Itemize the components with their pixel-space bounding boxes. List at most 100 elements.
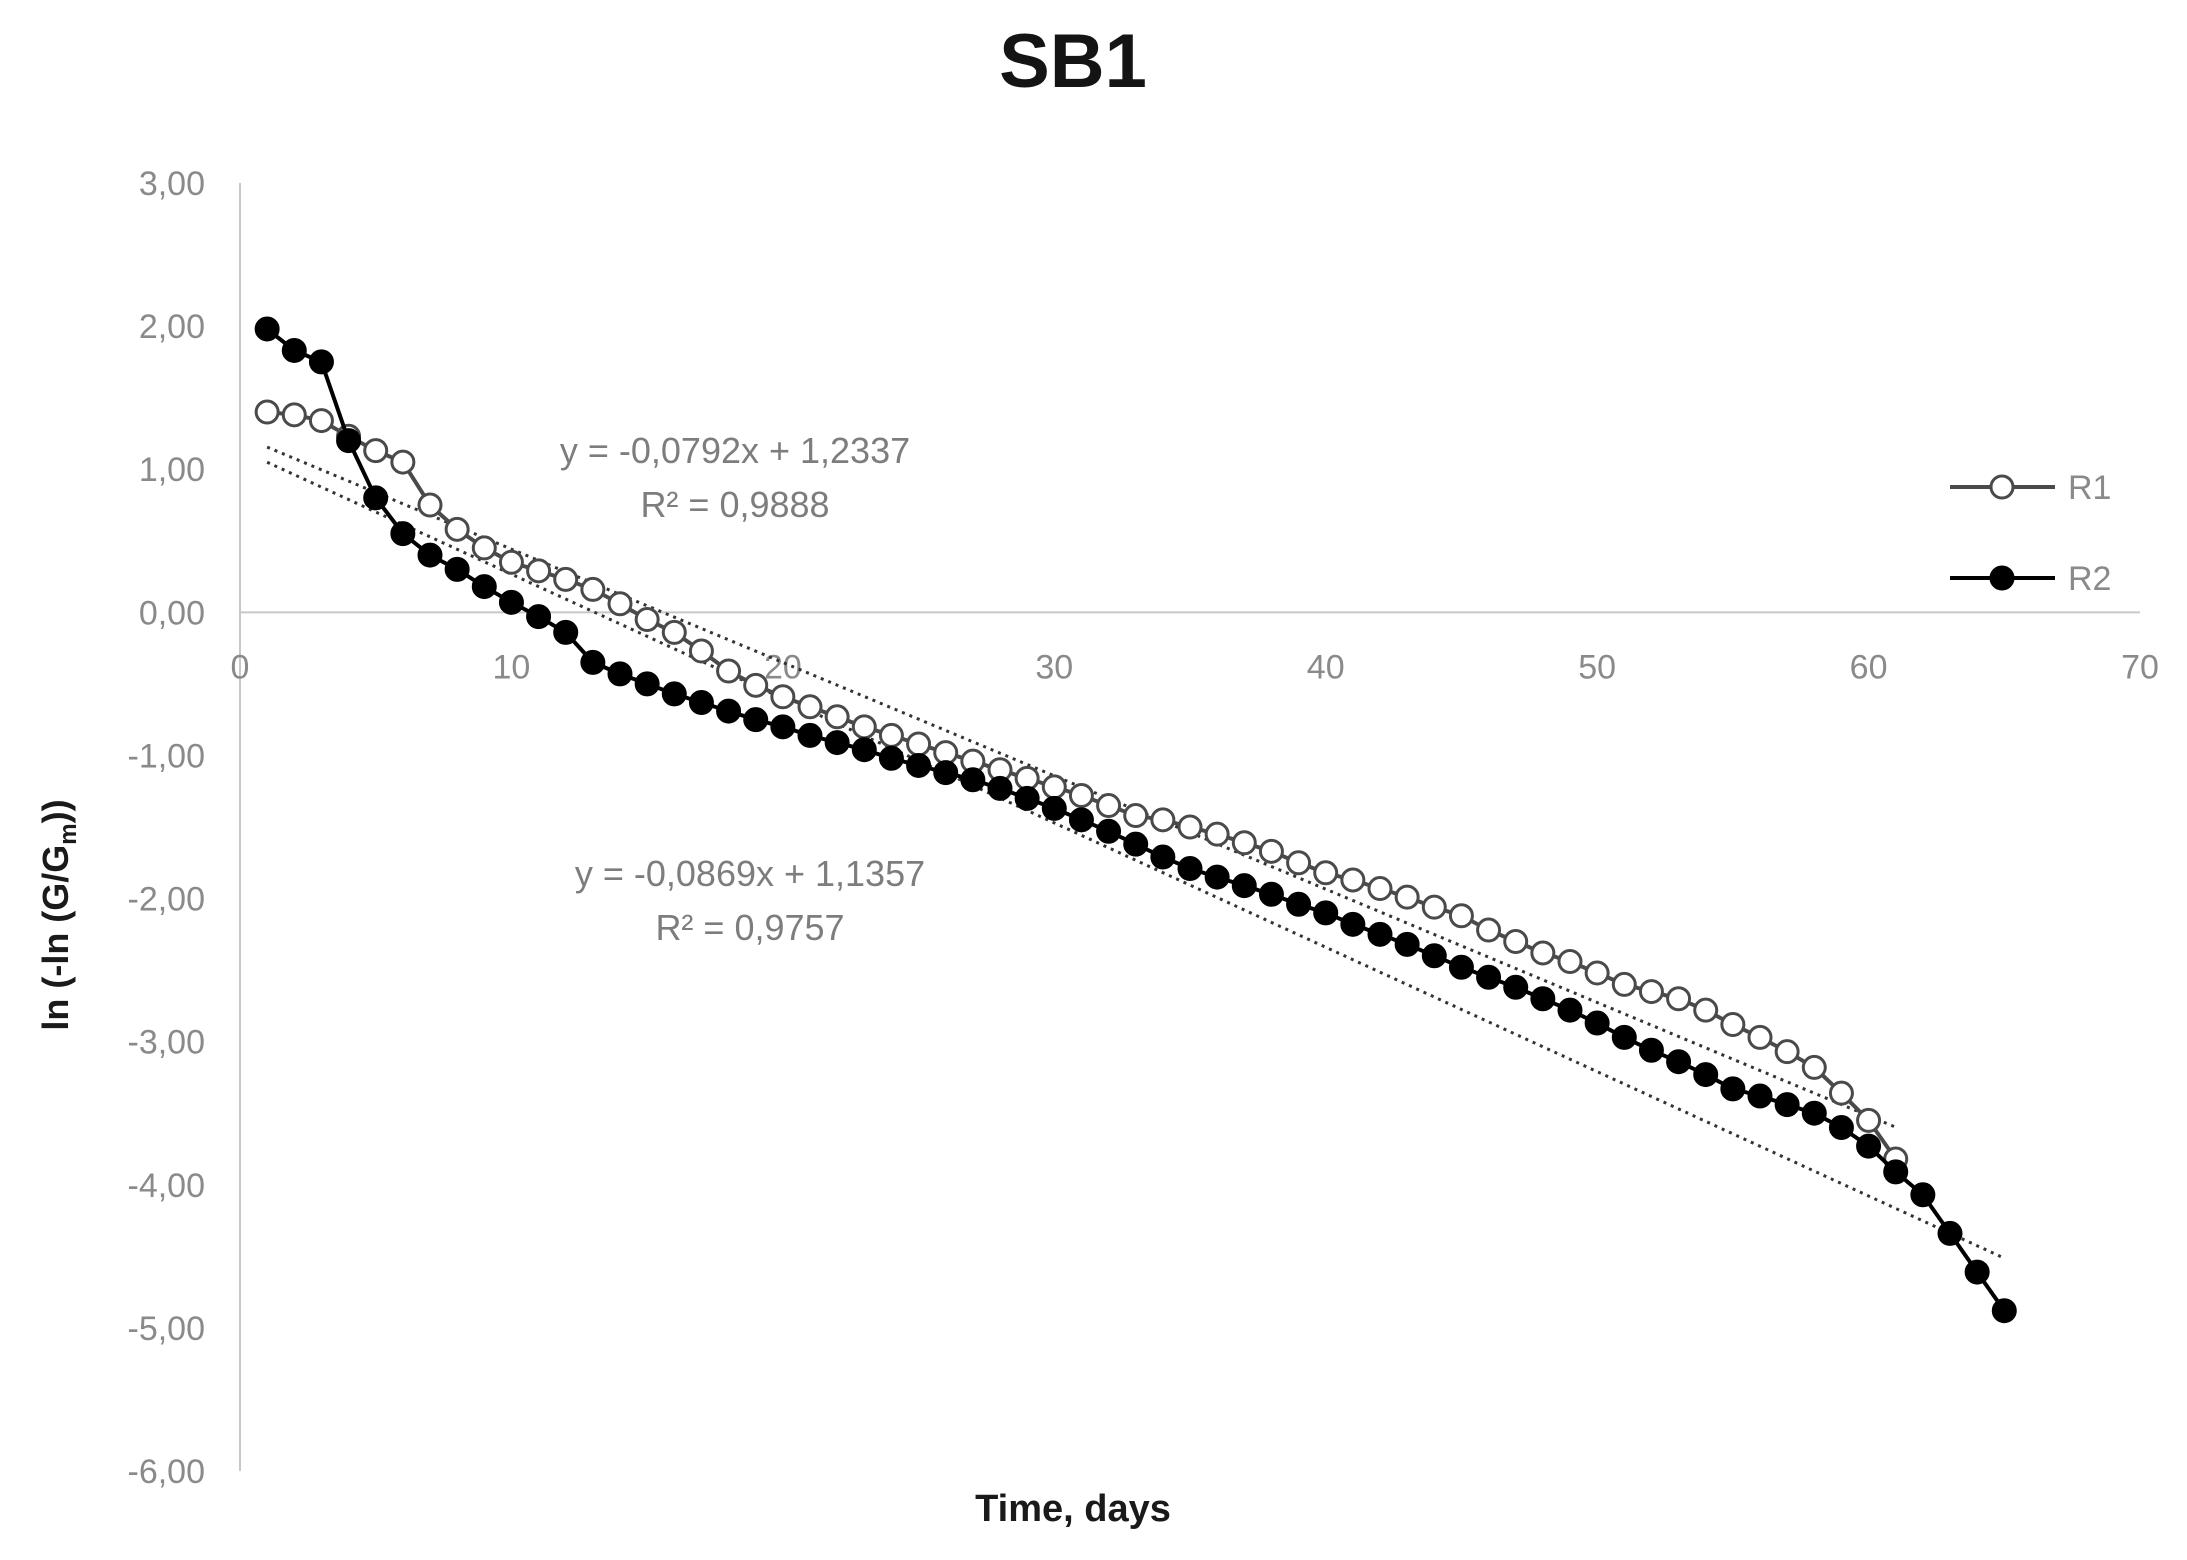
data-point-r1 xyxy=(1557,949,1583,975)
data-point-r1 xyxy=(1856,1107,1882,1133)
data-point-r2 xyxy=(1177,856,1203,882)
data-point-r2 xyxy=(1747,1083,1773,1109)
data-point-r1 xyxy=(1041,774,1067,800)
data-point-r2 xyxy=(1313,900,1339,926)
data-point-r1 xyxy=(688,638,714,664)
data-point-r1 xyxy=(824,704,850,730)
data-point-r2 xyxy=(281,337,307,363)
data-point-r1 xyxy=(716,658,742,684)
data-point-r2 xyxy=(1096,818,1122,844)
data-point-r2 xyxy=(1367,921,1393,947)
x-tick-label: 0 xyxy=(231,648,250,686)
trendline-r2-r2: R² = 0,9757 xyxy=(655,907,844,948)
data-point-r1 xyxy=(743,672,769,698)
data-point-r2 xyxy=(1666,1049,1692,1075)
chart-title: SB1 xyxy=(999,19,1147,104)
data-point-r2 xyxy=(1286,891,1312,917)
data-point-r1 xyxy=(1394,884,1420,910)
y-tick-label: 3,00 xyxy=(139,165,205,203)
data-point-r1 xyxy=(444,516,470,542)
data-point-r2 xyxy=(743,707,769,733)
data-point-r2 xyxy=(1991,1298,2017,1324)
data-point-r2 xyxy=(634,671,660,697)
data-point-r2 xyxy=(471,574,497,600)
data-point-r2 xyxy=(1910,1182,1936,1208)
data-point-r2 xyxy=(1123,831,1149,857)
data-point-r2 xyxy=(1476,964,1502,990)
data-point-r1 xyxy=(1068,783,1094,809)
data-point-r2 xyxy=(1856,1133,1882,1159)
x-tick-label: 60 xyxy=(1850,648,1888,686)
legend-marker-r1 xyxy=(1989,474,2015,500)
data-point-r2 xyxy=(933,760,959,786)
y-tick-label: 1,00 xyxy=(139,451,205,489)
trendline-r2 xyxy=(266,460,2005,1260)
data-point-r1 xyxy=(254,399,280,425)
data-point-r2 xyxy=(390,521,416,547)
data-point-r1 xyxy=(1584,960,1610,986)
data-point-r1 xyxy=(607,591,633,617)
legend-label-r1: R1 xyxy=(2068,469,2111,507)
data-point-r2 xyxy=(1014,785,1040,811)
x-tick-label: 10 xyxy=(493,648,531,686)
data-point-r2 xyxy=(417,542,443,568)
y-tick-label: -1,00 xyxy=(128,737,206,775)
data-point-r2 xyxy=(824,730,850,756)
y-tick-label: 0,00 xyxy=(139,594,205,632)
x-axis-title: Time, days xyxy=(975,1488,1171,1530)
data-point-r1 xyxy=(553,566,579,592)
data-point-r2 xyxy=(526,604,552,630)
data-point-r2 xyxy=(1340,911,1366,937)
data-point-r2 xyxy=(878,745,904,771)
data-point-r1 xyxy=(1611,971,1637,997)
data-point-r2 xyxy=(851,737,877,763)
data-point-r2 xyxy=(960,767,986,793)
data-point-r2 xyxy=(553,619,579,645)
y-tick-label: -4,00 xyxy=(128,1167,206,1205)
data-point-r1 xyxy=(1666,986,1692,1012)
data-point-r1 xyxy=(363,438,389,464)
data-point-r2 xyxy=(1720,1076,1746,1102)
data-point-r2 xyxy=(1937,1220,1963,1246)
series-markers-r2 xyxy=(254,316,2017,1324)
data-point-r2 xyxy=(1638,1037,1664,1063)
data-point-r2 xyxy=(1394,931,1420,957)
data-point-r2 xyxy=(1041,795,1067,821)
x-tick-label: 30 xyxy=(1035,648,1073,686)
series-markers-r1 xyxy=(254,399,1909,1172)
data-point-r2 xyxy=(1883,1159,1909,1185)
data-point-r2 xyxy=(444,556,470,582)
data-point-r1 xyxy=(1720,1011,1746,1037)
data-point-r2 xyxy=(1964,1259,1990,1285)
data-point-r2 xyxy=(1611,1024,1637,1050)
legend-label-r2: R2 xyxy=(2068,560,2111,598)
data-point-r2 xyxy=(1774,1092,1800,1118)
data-point-r1 xyxy=(1693,997,1719,1023)
data-point-r2 xyxy=(498,589,524,615)
data-point-r1 xyxy=(1123,803,1149,829)
data-point-r2 xyxy=(661,681,687,707)
data-point-r2 xyxy=(797,722,823,748)
data-point-r2 xyxy=(336,428,362,454)
data-point-r1 xyxy=(1204,821,1230,847)
trendline-r2-r1: R² = 0,9888 xyxy=(640,484,829,525)
data-point-r1 xyxy=(1448,903,1474,929)
data-point-r2 xyxy=(1068,807,1094,833)
data-point-r1 xyxy=(1096,793,1122,819)
data-point-r1 xyxy=(661,619,687,645)
data-point-r1 xyxy=(1286,850,1312,876)
data-point-r1 xyxy=(1367,876,1393,902)
data-point-r2 xyxy=(363,485,389,511)
x-tick-label: 40 xyxy=(1307,648,1345,686)
data-point-r2 xyxy=(1448,954,1474,980)
y-tick-label: 2,00 xyxy=(139,308,205,346)
data-point-r2 xyxy=(1693,1062,1719,1088)
data-point-r1 xyxy=(1231,830,1257,856)
data-point-r2 xyxy=(1801,1100,1827,1126)
data-point-r1 xyxy=(1258,838,1284,864)
y-tick-label: -6,00 xyxy=(128,1453,206,1491)
data-point-r1 xyxy=(1638,979,1664,1005)
y-tick-label: -2,00 xyxy=(128,881,206,919)
data-point-r1 xyxy=(1774,1039,1800,1065)
data-point-r2 xyxy=(580,649,606,675)
